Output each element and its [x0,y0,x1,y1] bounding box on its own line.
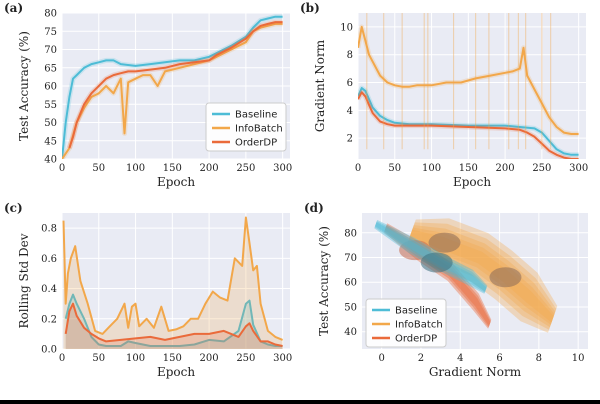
plot-area [374,218,558,333]
x-tick-label: 250 [236,353,255,364]
series-line-orderdp [358,91,579,159]
series-area-orderdp [65,303,283,349]
y-tick-label: 70 [344,253,357,264]
x-tick-label: 300 [273,353,292,364]
x-tick-label: 250 [236,163,255,174]
y-tick-label: 0.6 [41,254,57,265]
panel-label: (d) [304,201,324,215]
x-tick-label: 150 [163,353,182,364]
legend-label-orderdp: OrderDP [235,138,277,149]
x-tick-label: 50 [92,353,105,364]
y-tick-label: 55 [44,100,57,111]
series-line-baseline [358,87,579,156]
y-tick-label: 4 [347,106,353,117]
y-tick-label: 80 [44,9,57,20]
series-line-infobatch [358,25,579,135]
x-tick-label: 100 [126,353,145,364]
plot-area [62,216,283,349]
y-tick-label: 40 [44,155,57,166]
density-infobatch [410,229,554,323]
y-tick-label: 60 [344,278,357,289]
y-tick-label: 0.4 [41,284,57,295]
panel-label: (c) [4,201,23,215]
density-peak-orderdp [399,240,432,261]
x-axis-label: Epoch [157,175,195,189]
x-axis-label: Epoch [157,365,195,379]
plot-area [62,14,283,159]
x-tick-label: 100 [422,163,441,174]
y-axis-label: Test Accuracy (%) [317,226,331,336]
y-tick-label: 40 [344,327,357,338]
legend-label-baseline: Baseline [235,110,277,121]
x-tick-label: 4 [457,353,463,364]
y-tick-label: 45 [44,136,57,147]
x-tick-label: 300 [569,163,588,174]
x-tick-label: 0 [355,163,361,174]
x-tick-label: 300 [273,163,292,174]
panel-d: (d) 0 2 4 6 8 10 40 50 60 70 80 Gradient Norm Test Ac… [304,201,588,379]
y-tick-label: 0.8 [41,224,57,235]
legend-label-infobatch: InfoBatch [235,124,283,135]
y-tick-label: 10 [340,22,353,33]
density-peak-baseline [420,252,453,273]
x-tick-label: 8 [536,353,542,364]
y-tick-label: 65 [44,63,57,74]
x-tick-label: 6 [496,353,502,364]
y-tick-label: 60 [44,82,57,93]
y-tick-label: 0.2 [41,314,57,325]
series-line-infobatch [62,216,283,341]
y-axis-label: Rolling Std Dev [17,233,31,328]
y-axis-label: Test Accuracy (%) [17,31,31,141]
series-line-orderdp [64,302,283,347]
y-tick-label: 50 [344,302,357,313]
x-tick-label: 10 [572,353,585,364]
x-tick-label: 150 [459,163,478,174]
x-tick-label: 50 [388,163,401,174]
panel-b: (b) 0 50 100 150 200 250 300 2 4 6 8 10 Epoch Gradient… [300,1,588,189]
series-area-infobatch [63,217,283,349]
x-tick-label: 200 [200,353,219,364]
series-area-baseline [65,294,283,349]
panel-label: (b) [300,1,320,15]
panel-c: (c) 0 50 100 150 200 250 300 0.0 0.2 0.4 0.6 0.8 Epoc… [4,201,292,379]
panel-a: (a) 0 50 100 150 200 250 300 40 45 50 55 60 65 70 75 80 E… [4,1,292,189]
y-tick-label: 2 [347,134,353,145]
x-tick-label: 200 [496,163,515,174]
x-tick-label: 200 [200,163,219,174]
x-tick-label: 150 [163,163,182,174]
density-peak-infobatch [489,267,522,288]
x-axis-label: Gradient Norm [429,365,522,379]
y-tick-label: 8 [347,50,353,61]
legend: Baseline InfoBatch OrderDP [365,298,447,348]
y-tick-label: 75 [44,27,57,38]
series-line-infobatch [62,22,283,159]
series-line-baseline [62,15,283,159]
x-axis-label: Epoch [453,175,491,189]
x-tick-label: 100 [126,163,145,174]
density-peak-infobatch [428,232,461,253]
x-tick-label: 0 [59,353,65,364]
series-line-baseline [64,293,283,347]
x-tick-label: 0 [378,353,384,364]
y-tick-label: 80 [344,228,357,239]
y-tick-label: 50 [44,118,57,129]
y-axis-label: Gradient Norm [313,39,327,132]
plot-area [358,13,579,159]
y-tick-label: 70 [44,45,57,56]
x-tick-label: 0 [59,163,65,174]
y-tick-label: 6 [347,78,353,89]
x-tick-label: 2 [418,353,424,364]
y-tick-label: 0.0 [41,345,57,356]
legend-label-infobatch: InfoBatch [395,320,443,331]
legend: Baseline InfoBatch OrderDP [205,102,287,152]
panel-label: (a) [4,1,23,15]
legend-label-orderdp: OrderDP [395,334,437,345]
x-tick-label: 50 [92,163,105,174]
density-orderdp [384,225,491,327]
x-tick-label: 250 [532,163,551,174]
legend-label-baseline: Baseline [395,306,437,317]
series-line-orderdp [68,21,283,149]
